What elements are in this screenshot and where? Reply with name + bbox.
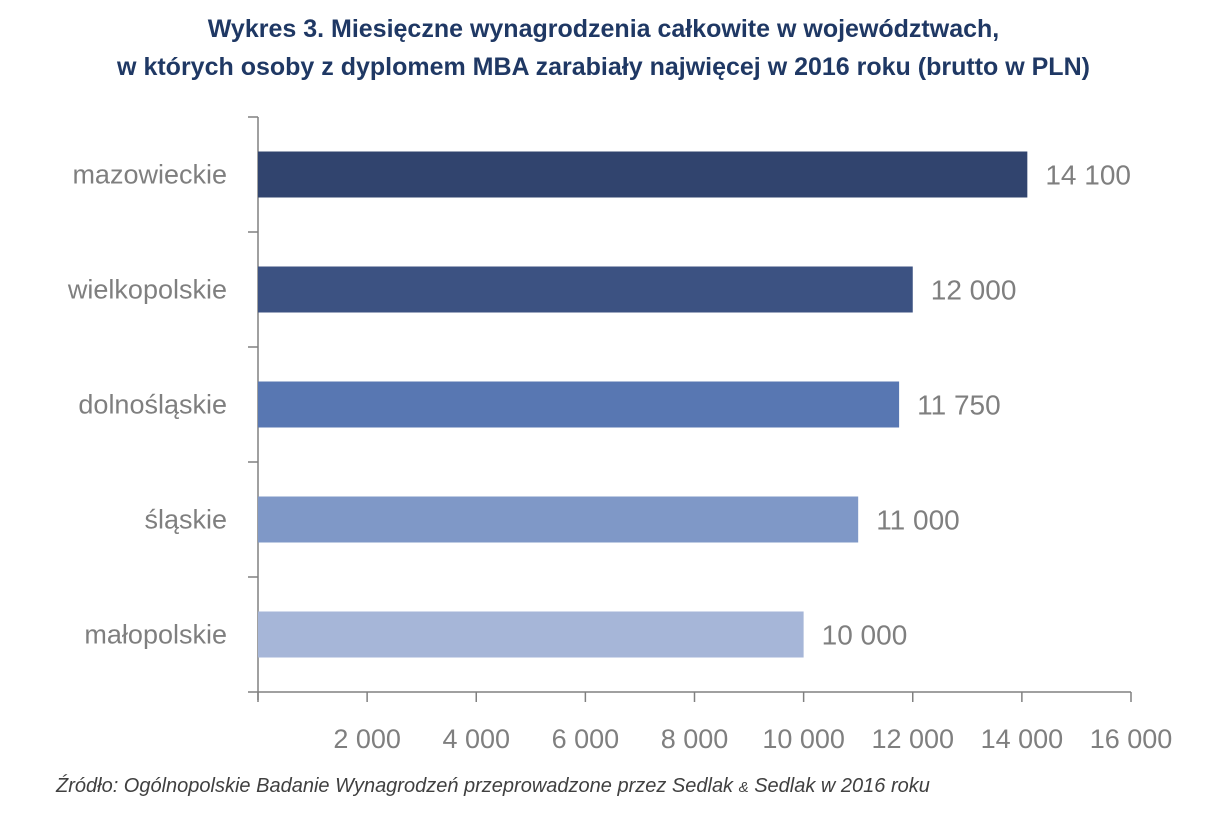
data-label: 10 000 <box>822 620 908 651</box>
chart-title: Wykres 3. Miesięczne wynagrodzenia całko… <box>0 10 1207 86</box>
x-tick-label: 6 000 <box>552 724 620 754</box>
source-ampersand: & <box>738 779 749 796</box>
category-label: małopolskie <box>84 620 227 650</box>
category-label: wielkopolskie <box>67 275 227 305</box>
x-tick-label: 8 000 <box>661 724 729 754</box>
chart-title-line-2: w których osoby z dyplomem MBA zarabiały… <box>117 53 1090 81</box>
data-label: 11 000 <box>876 505 960 536</box>
category-label: dolnośląskie <box>78 390 227 420</box>
x-tick-label: 10 000 <box>762 724 845 754</box>
category-label: mazowieckie <box>72 160 227 190</box>
data-label: 14 100 <box>1045 160 1131 191</box>
bar-1 <box>258 151 1028 198</box>
x-tick-label: 16 000 <box>1090 724 1173 754</box>
data-label: 12 000 <box>931 275 1017 306</box>
x-tick-label: 2 000 <box>333 724 401 754</box>
source-suffix: Sedlak w 2016 roku <box>748 775 930 797</box>
x-tick-label: 4 000 <box>442 724 510 754</box>
x-tick-label: 12 000 <box>871 724 954 754</box>
bar-4 <box>258 496 859 543</box>
category-label: śląskie <box>144 505 227 535</box>
bar-2 <box>258 266 913 313</box>
source-prefix: Źródło: Ogólnopolskie Badanie Wynagrodze… <box>56 775 739 797</box>
chart-title-line-1: Wykres 3. Miesięczne wynagrodzenia całko… <box>207 15 1000 43</box>
bar-5 <box>258 611 804 658</box>
source-note: Źródło: Ogólnopolskie Badanie Wynagrodze… <box>56 775 930 798</box>
bar-3 <box>258 381 900 428</box>
data-label: 11 750 <box>917 390 1001 421</box>
x-tick-label: 14 000 <box>981 724 1064 754</box>
